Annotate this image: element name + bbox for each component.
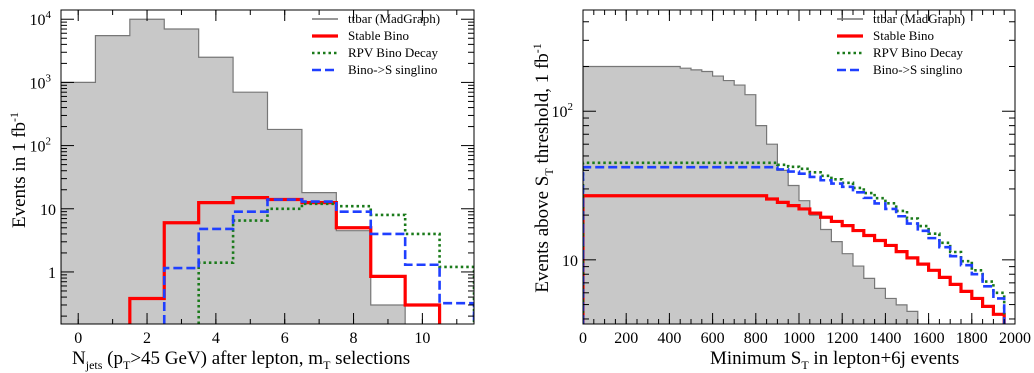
x-axis-label-right: Minimum ST in lepton+6j events: [710, 348, 959, 372]
right-chart-panel: 0 200 400 600 800 1000 1200 1400 1600 1800 2000101…: [530, 9, 1031, 372]
y-axis-label-left-part-0: Events in 1 fb: [9, 122, 30, 228]
y-tick-base: 10: [562, 253, 578, 270]
x-axis-label-left-part-0: N: [72, 348, 86, 369]
y-tick-base: 10: [40, 202, 56, 219]
y-axis-label-right-part-1: T: [542, 168, 556, 176]
series-blue-dashed-1: [583, 165, 1006, 324]
x-tick-label: 800: [744, 330, 768, 347]
legend-entry: RPV Bino Decay: [348, 45, 439, 60]
x-axis-label-left-part-3: T: [123, 358, 131, 372]
x-tick-label: 6: [281, 330, 289, 347]
series-blue-dashed-0: [162, 198, 474, 324]
x-axis-label-right-part-0: Minimum S: [710, 348, 801, 369]
x-tick-label: 0: [579, 330, 587, 347]
x-axis-label-right-part-2: in lepton+6j events: [809, 348, 960, 369]
x-tick-label: 2000: [999, 330, 1031, 347]
x-axis-label-left-part-1: jets: [85, 358, 103, 372]
x-tick-label: 2: [143, 330, 151, 347]
x-tick-label: 0: [74, 330, 82, 347]
legend-entry: RPV Bino Decay: [873, 45, 964, 60]
x-axis-label-left: Njets (pT>45 GeV) after lepton, mT selec…: [72, 348, 410, 372]
y-tick-base: 10: [30, 75, 46, 92]
x-tick-label: 200: [614, 330, 638, 347]
legend-entry: Stable Bino: [348, 28, 409, 43]
y-tick-label: 102: [552, 101, 574, 121]
y-axis-label-right-part-3: -1: [530, 43, 544, 53]
y-tick-exponent: 2: [568, 101, 574, 113]
y-axis-label-left: Events in 1 fb-1: [7, 112, 30, 228]
legend-entry: ttbar (MadGraph): [348, 11, 440, 26]
legend-entry: Stable Bino: [873, 28, 934, 43]
y-tick-exponent: 3: [46, 72, 52, 84]
y-axis-label-right: Events above ST threshold, 1 fb-1: [530, 43, 556, 293]
x-tick-label: 600: [701, 330, 725, 347]
y-tick-base: 10: [30, 12, 46, 29]
y-axis-label-right-part-0: Events above S: [532, 176, 553, 293]
y-axis-label-right-part-2: threshold, 1 fb: [532, 53, 553, 168]
series-filled-gray-0: [61, 18, 406, 324]
y-tick-label: 1: [48, 265, 56, 282]
x-tick-label: 1800: [956, 330, 988, 347]
x-axis-label-left-part-2: (p: [102, 348, 123, 369]
x-tick-label: 1600: [913, 330, 945, 347]
y-tick-label: 104: [30, 9, 52, 29]
y-tick-base: 10: [30, 139, 46, 156]
y-tick-label: 10: [40, 202, 56, 219]
y-tick-label: 10: [562, 253, 578, 270]
y-tick-label: 103: [30, 72, 52, 92]
x-tick-label: 8: [350, 330, 358, 347]
legend-entry: ttbar (MadGraph): [873, 11, 965, 26]
x-axis-label-left-part-4: >45 GeV) after lepton, m: [130, 348, 323, 369]
x-axis-label-left-part-5: T: [323, 358, 331, 372]
series-red-solid-1: [583, 194, 1006, 324]
x-tick-label: 4: [212, 330, 220, 347]
x-tick-label: 1000: [783, 330, 815, 347]
x-tick-label: 10: [414, 330, 430, 347]
y-tick-exponent: 2: [46, 136, 52, 148]
y-tick-exponent: 4: [46, 9, 52, 21]
y-axis-label-left-part-1: -1: [7, 112, 21, 122]
legend-entry: Bino->S singlino: [348, 62, 437, 77]
y-tick-base: 10: [552, 104, 568, 121]
series-red-solid-0: [128, 196, 442, 324]
x-tick-label: 1400: [869, 330, 901, 347]
x-tick-label: 400: [657, 330, 681, 347]
x-axis-label-right-part-1: T: [801, 358, 809, 372]
x-axis-label-left-part-6: selections: [330, 348, 410, 369]
y-tick-label: 102: [30, 136, 52, 156]
plot-frame-0: [60, 9, 475, 325]
legend-entry: Bino->S singlino: [873, 62, 962, 77]
series-green-dotted-1: [583, 161, 1006, 324]
y-tick-base: 1: [48, 265, 56, 282]
x-tick-label: 1200: [826, 330, 858, 347]
